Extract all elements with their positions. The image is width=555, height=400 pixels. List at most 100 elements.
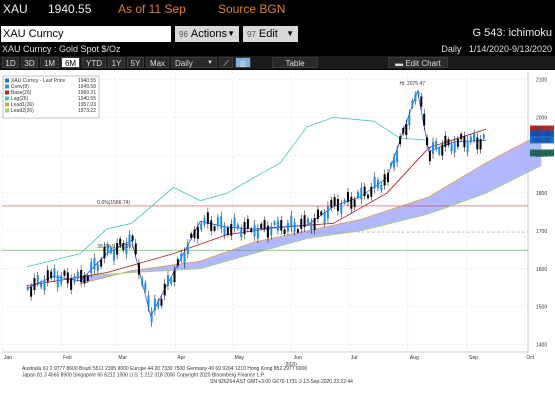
candle-body — [186, 243, 189, 254]
period-label: Daily — [441, 44, 462, 54]
candle-body — [435, 141, 438, 149]
security-field[interactable]: XAU Curncy — [1, 26, 171, 42]
legend-swatch — [5, 78, 9, 83]
candle-body — [183, 252, 186, 264]
actions-label: Actions — [190, 28, 227, 40]
candle-body — [300, 218, 303, 229]
period-6m-button[interactable]: 6M — [61, 57, 80, 68]
candle-body — [390, 162, 393, 167]
legend-label: Lag(26) — [11, 96, 29, 102]
command-bar: XAU Curncy 96 Actions ▼ 97 Edit ▼ G 543: i… — [0, 25, 555, 43]
edit-menu-button[interactable]: 97 Edit ▼ — [243, 26, 298, 42]
candle-body — [360, 187, 363, 200]
candle-body — [320, 211, 323, 216]
x-tick-label: May — [235, 355, 245, 361]
candle-body — [196, 226, 199, 239]
candle-body — [246, 218, 249, 229]
legend-box — [2, 75, 100, 119]
period-3d-button[interactable]: 3D — [21, 57, 38, 68]
candle-body — [243, 222, 246, 235]
subtitle-bar: XAU Curncy : Gold Spot $/Oz Daily 1/14/2… — [0, 44, 555, 56]
candle-body — [173, 270, 176, 283]
footer-line1: Australia 61 2 9777 8600 Brazil 5511 239… — [22, 366, 307, 372]
period-1y-button[interactable]: 1Y — [108, 57, 125, 68]
candle-body — [213, 226, 216, 231]
x-tick-label: Aug — [410, 355, 419, 361]
legend-swatch — [5, 108, 9, 113]
candle-body — [273, 221, 276, 226]
x-tick-label: Feb — [63, 355, 72, 361]
period-max-button[interactable]: Max — [146, 57, 169, 68]
candle-body — [63, 270, 66, 276]
price-tag-label: 1969.31 — [532, 127, 550, 133]
legend-value: 1969.31 — [78, 90, 96, 96]
candle-body — [180, 253, 183, 261]
candlestick-icon[interactable]: ▥ — [235, 57, 251, 68]
chart-toolbar: 1D 3D 1M 6M YTD 1Y 5Y Max Daily ▼ ⟋ ▥ Tab… — [0, 56, 555, 69]
candle-body — [270, 226, 273, 236]
range-label: 1/14/2020-9/13/2020 — [468, 44, 552, 54]
candle-body — [100, 259, 103, 267]
candle-body — [53, 268, 56, 279]
candle-body — [276, 220, 279, 231]
candle-body — [450, 144, 453, 152]
legend-swatch — [5, 90, 9, 95]
candle-body — [144, 283, 147, 291]
price-tag — [530, 130, 554, 138]
line-chart-icon[interactable]: ⟋ — [219, 57, 233, 68]
period-5y-button[interactable]: 5Y — [127, 57, 144, 68]
candle-body — [346, 191, 349, 202]
period-ytd-button[interactable]: YTD — [82, 57, 106, 68]
candle-body — [453, 140, 456, 153]
period-1d-button[interactable]: 1D — [2, 57, 19, 68]
legend-label: Lead1(26) — [11, 102, 34, 108]
security-description: XAU Curncy : Gold Spot $/Oz — [2, 44, 121, 54]
y-tick-label: 1400 — [536, 342, 547, 348]
legend-swatch — [5, 96, 9, 101]
candle-body — [303, 215, 306, 228]
candle-body — [66, 272, 69, 284]
candle-body — [376, 180, 379, 189]
period-1m-button[interactable]: 1M — [40, 57, 59, 68]
candle-body — [86, 275, 89, 281]
ichimoku-chart: 14001500160017001800190020002100JanFebMa… — [0, 70, 555, 400]
legend-swatch — [5, 102, 9, 107]
title-bar: XAU 1940.55 As of 11 Sep Source BGN — [0, 0, 555, 20]
edit-chart-button[interactable]: ▬ Edit Chart — [388, 57, 448, 68]
legend-value: 1957.03 — [78, 102, 96, 108]
frequency-select[interactable]: Daily ▼ — [171, 57, 217, 68]
price-tag — [530, 149, 554, 157]
x-tick-label: Jun — [294, 355, 302, 361]
candle-body — [266, 225, 269, 238]
candle-body — [310, 221, 313, 231]
table-button[interactable]: Table — [272, 57, 318, 68]
candle-body — [134, 243, 137, 255]
candle-body — [230, 223, 233, 236]
candle-body — [233, 217, 236, 229]
price-source: Source BGN — [218, 2, 286, 16]
candle-body — [170, 279, 173, 284]
candle-body — [96, 264, 99, 271]
candle-body — [60, 275, 63, 284]
candle-body — [456, 138, 459, 147]
actions-menu-button[interactable]: 96 Actions ▼ — [175, 26, 239, 42]
price-tag-label: 1940.55 — [532, 138, 550, 144]
x-tick-label: Oct — [526, 355, 534, 361]
footer-line2: Japan 81 3 4565 8900 Singapore 65 6212 1… — [22, 373, 265, 379]
candle-body — [283, 229, 286, 234]
lead1-line — [80, 133, 542, 285]
price-tag-label: 1957.03 — [532, 132, 550, 138]
candle-body — [76, 271, 79, 279]
candle-body — [226, 227, 229, 235]
candle-body — [263, 220, 266, 229]
x-tick-label: Sep — [469, 355, 478, 361]
candle-body — [293, 222, 296, 232]
y-tick-label: 2100 — [536, 78, 547, 84]
x-tick-label: Apr — [177, 355, 185, 361]
candle-body — [176, 259, 179, 266]
candle-body — [147, 295, 150, 308]
candle-body — [40, 282, 43, 288]
y-tick-label: 2000 — [536, 115, 547, 121]
candle-body — [128, 234, 131, 246]
candle-body — [373, 176, 376, 189]
